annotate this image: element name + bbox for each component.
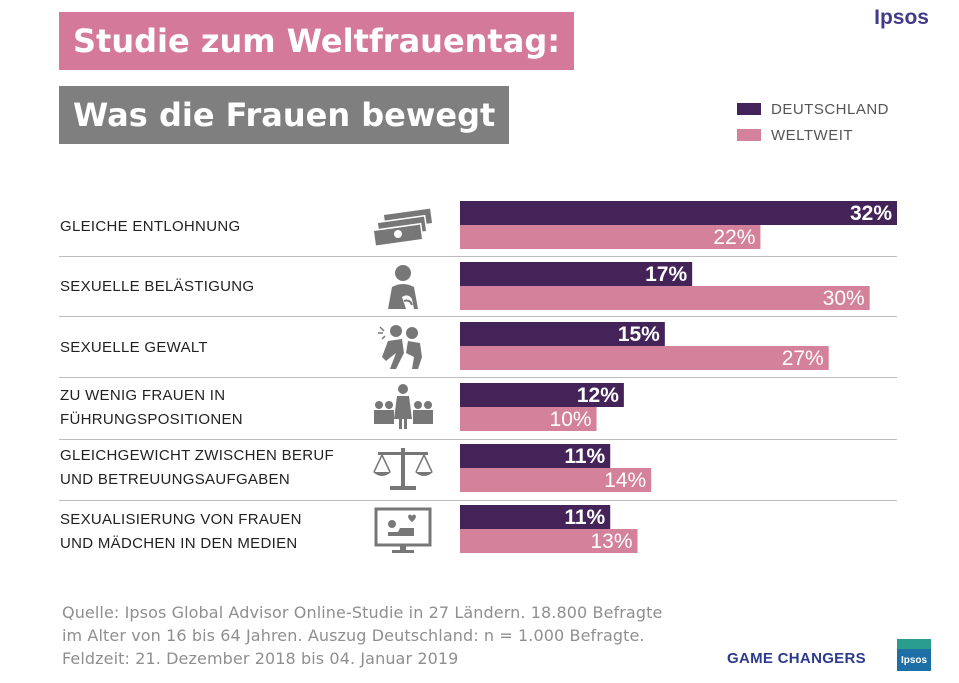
legend-item-weltweit: WELTWEIT <box>737 122 889 148</box>
data-label-weltweit: 22% <box>713 226 755 249</box>
legend: DEUTSCHLAND WELTWEIT <box>737 96 889 148</box>
violence-icon <box>378 325 422 369</box>
data-label-weltweit: 14% <box>604 469 646 492</box>
source-line: Quelle: Ipsos Global Advisor Online-Stud… <box>62 603 663 622</box>
data-label-deutschland: 32% <box>850 202 892 225</box>
ipsos-logo: Ipsos <box>897 639 931 671</box>
row-separator <box>59 439 897 440</box>
leadership-icon <box>374 384 433 429</box>
row-label-line: GLEICHGEWICHT ZWISCHEN BERUF <box>60 447 334 464</box>
game-changers-tagline: GAME CHANGERS <box>727 650 866 667</box>
data-label-weltweit: 27% <box>782 347 824 370</box>
bar-weltweit <box>460 346 829 370</box>
data-label-weltweit: 13% <box>591 530 633 553</box>
row-label-line: SEXUALISIERUNG VON FRAUEN <box>60 511 302 528</box>
bar-deutschland <box>460 262 693 286</box>
bar-weltweit <box>460 529 638 553</box>
row-separator <box>59 316 897 317</box>
row-label-line: UND MÄDCHEN IN DEN MEDIEN <box>60 535 298 552</box>
row-label-line: SEXUELLE GEWALT <box>60 339 208 356</box>
row-label-line: FÜHRUNGSPOSITIONEN <box>60 411 243 428</box>
bar-weltweit <box>460 225 761 249</box>
bar-deutschland <box>460 383 624 407</box>
row-label-line: GLEICHE ENTLOHNUNG <box>60 218 241 235</box>
bar-deutschland <box>460 322 665 346</box>
row-label-beruf-betreuung: GLEICHGEWICHT ZWISCHEN BERUF UND BETREUU… <box>60 444 334 492</box>
scale-icon <box>373 448 433 490</box>
bar-deutschland <box>460 444 611 468</box>
row-label-sexuelle-belaestigung: SEXUELLE BELÄSTIGUNG <box>60 275 254 299</box>
row-label-line: ZU WENIG FRAUEN IN <box>60 387 226 404</box>
data-label-deutschland: 15% <box>618 323 660 346</box>
data-label-deutschland: 11% <box>564 445 605 468</box>
source-line: im Alter von 16 bis 64 Jahren. Auszug De… <box>62 626 645 645</box>
ipsos-brand: Ipsos <box>874 6 929 29</box>
title-line-2: Was die Frauen bewegt <box>59 86 510 144</box>
source-line: Feldzeit: 21. Dezember 2018 bis 04. Janu… <box>62 649 459 668</box>
legend-item-deutschland: DEUTSCHLAND <box>737 96 889 122</box>
data-label-deutschland: 12% <box>577 384 619 407</box>
title-line-1: Studie zum Weltfrauentag: <box>59 12 575 70</box>
media-icon <box>374 507 432 553</box>
row-label-line: SEXUELLE BELÄSTIGUNG <box>60 278 255 295</box>
row-label-fuehrungspositionen: ZU WENIG FRAUEN IN FÜHRUNGSPOSITIONEN <box>60 384 243 432</box>
data-label-weltweit: 10% <box>550 408 592 431</box>
source-note: Quelle: Ipsos Global Advisor Online-Stud… <box>62 601 662 670</box>
data-label-deutschland: 11% <box>564 506 605 529</box>
legend-swatch-deutschland <box>737 103 761 115</box>
harassment-icon <box>388 265 418 309</box>
row-separator <box>59 377 897 378</box>
legend-swatch-weltweit <box>737 129 761 141</box>
bar-deutschland <box>460 505 611 529</box>
row-label-sexuelle-gewalt: SEXUELLE GEWALT <box>60 336 208 360</box>
bar-weltweit <box>460 407 597 431</box>
legend-label-weltweit: WELTWEIT <box>771 126 854 144</box>
legend-label-deutschland: DEUTSCHLAND <box>771 100 890 118</box>
data-label-weltweit: 30% <box>823 287 865 310</box>
row-separator <box>59 500 897 501</box>
ipsos-logo-text: Ipsos <box>900 655 928 666</box>
row-label-line: UND BETREUUNGSAUFGABEN <box>60 471 290 488</box>
row-label-sexualisierung-medien: SEXUALISIERUNG VON FRAUEN UND MÄDCHEN IN… <box>60 508 302 556</box>
row-label-gleiche-entlohnung: GLEICHE ENTLOHNUNG <box>60 215 240 239</box>
bar-weltweit <box>460 468 652 492</box>
bar-deutschland <box>460 201 897 225</box>
data-label-deutschland: 17% <box>645 263 687 286</box>
bar-weltweit <box>460 286 870 310</box>
row-separator <box>59 256 897 257</box>
money-icon <box>372 206 434 248</box>
